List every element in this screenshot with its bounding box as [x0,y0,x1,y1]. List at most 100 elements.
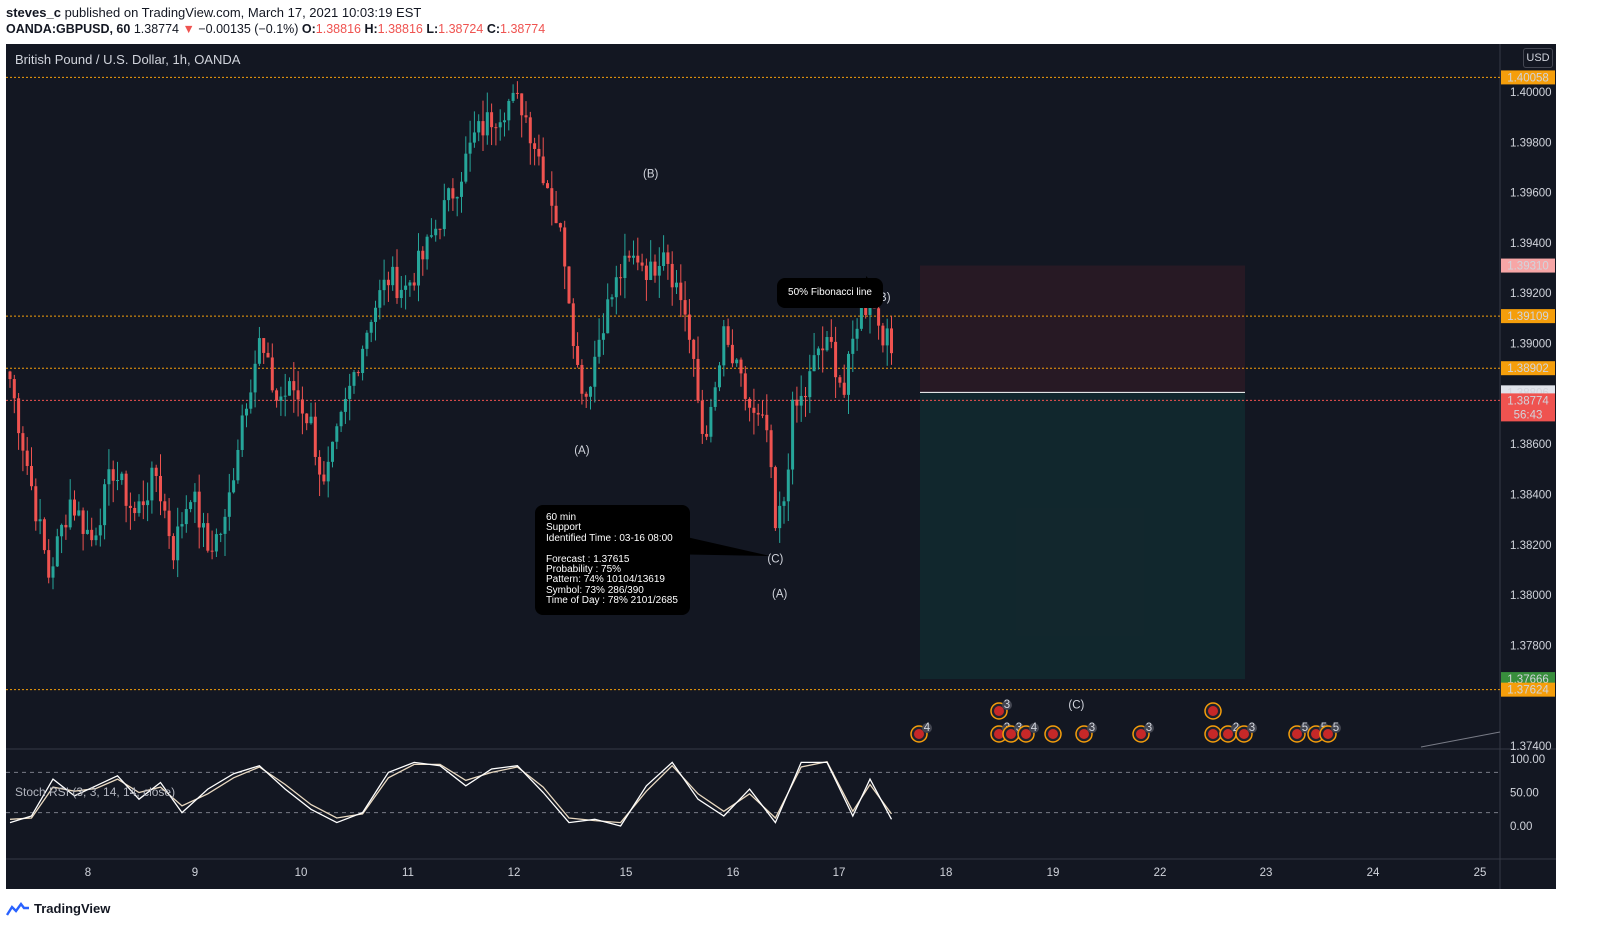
candle-body [593,356,597,387]
candle-body [300,399,304,414]
event-count-label: 3 [1089,722,1095,734]
price-tick-label: 1.38400 [1510,489,1552,501]
candle-body [619,277,623,279]
stoch-tick-label: 0.00 [1510,821,1532,833]
price-tick-label: 1.38200 [1510,540,1552,552]
stoch-rsi-title: Stoch RSI (3, 3, 14, 14, close) [15,785,176,799]
candle-body [804,395,807,398]
candle-body [331,441,334,462]
candle-body [85,529,89,534]
candle-body [417,250,420,286]
candle-body [713,387,717,407]
candle-body [670,263,674,288]
level-badge: 1.38902 [1507,363,1549,375]
candle-body [528,117,532,144]
price-tick-label: 1.38600 [1510,439,1552,451]
event-flag-inner [1021,729,1031,739]
candle-body [808,371,812,398]
price-tick-label: 1.39400 [1510,238,1552,250]
chart-canvas[interactable]: (B)(A)(C)(A)(B)(C)1.400001.398001.396001… [6,44,1556,889]
candle-body [322,474,326,482]
pattern-line: Pattern: 74% 10104/13619 [546,574,665,586]
candle-body [34,486,38,522]
candle-body [580,364,584,394]
candle-body [103,484,107,526]
event-flag-inner [1208,729,1218,739]
candle-body [769,430,773,468]
candle-body [42,519,46,551]
candle-body [773,467,777,529]
candle-body [438,228,442,230]
event-flag-inner [1079,729,1089,739]
time-tick-label: 9 [192,867,198,879]
candle-body [283,395,287,397]
candle-body [339,411,343,427]
candle-body [348,385,352,399]
candle-body [429,235,433,237]
candle-body [167,510,171,537]
candle-body [494,127,498,129]
event-flag-inner [1292,729,1302,739]
candle-body [98,525,102,536]
level-badge-bg [1501,70,1555,85]
event-flag-inner [1136,729,1146,739]
time-tick-label: 12 [508,867,521,879]
tradingview-logo-icon[interactable] [6,901,30,917]
candle-body [739,359,743,374]
candle-body [90,529,94,541]
candle-body [791,399,795,470]
event-count-bg [1029,723,1039,733]
pattern-line: Identified Time : 03-16 08:00 [546,532,673,544]
candle-body [171,536,175,561]
level-badge: 1.37624 [1507,685,1549,697]
candle-body [455,196,459,199]
candle-body [623,255,627,279]
candle-body [21,433,25,451]
event-flag-inner [994,706,1004,716]
candle-body [550,188,554,206]
countdown-label: 56:43 [1514,409,1543,421]
event-flag-inner [914,729,924,739]
chart-area[interactable]: (B)(A)(C)(A)(B)(C)1.400001.398001.396001… [6,44,1556,889]
time-tick-label: 23 [1260,867,1273,879]
candle-body [111,469,115,481]
currency-button[interactable]: USD [1523,48,1553,68]
candle-body [47,550,51,578]
candle-body [662,252,666,267]
candle-body [864,306,868,315]
candle-body [365,332,369,349]
candle-body [361,348,365,373]
event-count-label: 3 [1004,699,1010,711]
candle-body [644,265,648,281]
publication-header: steves_c published on TradingView.com, M… [0,0,1624,44]
price-tick-label: 1.37800 [1510,640,1552,652]
candle-body [159,475,162,502]
candle-body [546,183,549,189]
candle-body [64,524,68,528]
event-count-bg [1002,700,1012,710]
brand-name[interactable]: TradingView [34,901,111,916]
candle-body [219,533,223,535]
candle-body [868,307,872,315]
candle-body [709,406,713,437]
candle-body [133,507,137,514]
wave-label: (C) [1068,699,1084,711]
event-count-bg [1144,723,1154,733]
candle-body [374,307,377,322]
author-name[interactable]: steves_c [6,5,61,20]
candle-body [606,299,610,334]
candle-body [507,100,511,121]
pattern-line: Time of Day : 78% 2101/2685 [546,595,678,607]
candle-body [485,112,489,136]
time-tick-label: 10 [295,867,308,879]
event-flag-inner [1006,729,1016,739]
candle-body [451,188,455,199]
pattern-note: 60 min Support Identified Time : 03-16 0… [535,505,690,615]
candle-body [515,92,519,94]
time-tick-label: 8 [85,867,91,879]
candle-body [657,266,661,276]
event-count-label: 2 [1233,722,1239,734]
candle-body [821,348,825,351]
chart-title: British Pound / U.S. Dollar, 1h, OANDA [15,52,241,67]
time-tick-label: 18 [940,867,953,879]
